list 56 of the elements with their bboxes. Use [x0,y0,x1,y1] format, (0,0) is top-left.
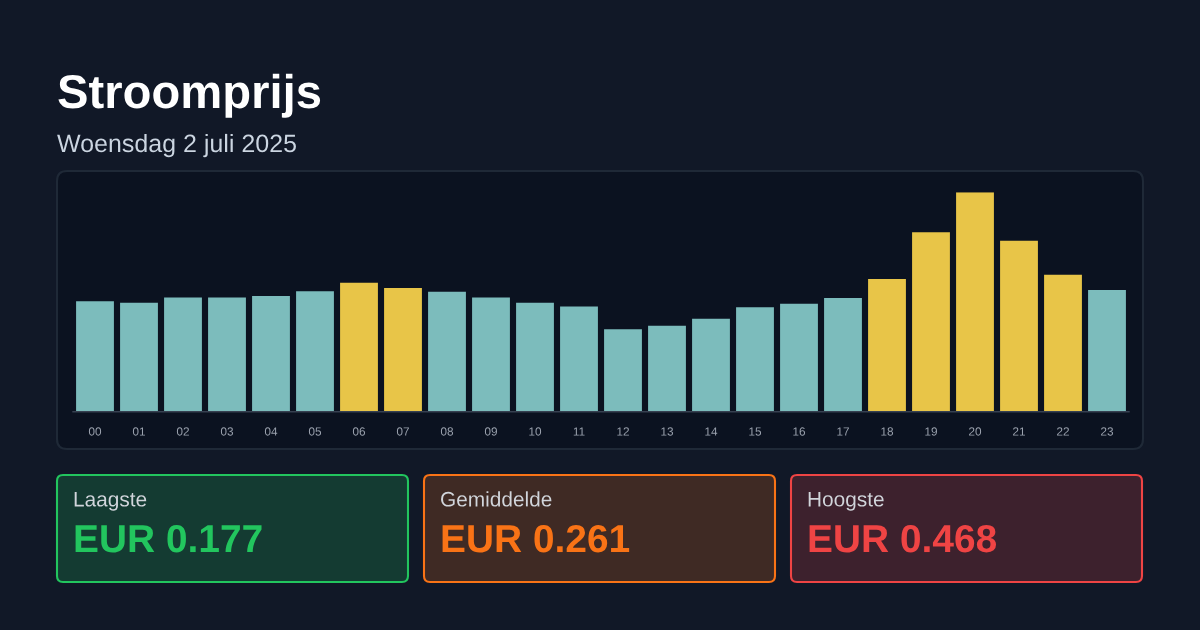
bar [296,291,334,412]
chart-subtitle: Woensdag 2 juli 2025 [57,133,296,158]
bar [384,287,422,412]
text: EUR 0.177 [75,524,262,553]
x-tick-label: 15 [749,427,762,436]
bar [912,232,950,412]
x-tick-label: 11 [573,427,585,436]
x-tick-label: 06 [352,427,366,436]
bar [560,306,598,412]
bar [1000,240,1038,412]
bar [604,329,642,412]
x-tick-label: 21 [1013,427,1025,436]
x-tick-label: 22 [1057,427,1069,436]
text: Gemiddelde [441,491,552,507]
bar [780,303,818,412]
bar [516,302,554,412]
x-tick-label: 12 [617,427,629,436]
x-tick-label: 13 [661,427,674,436]
bar [736,307,774,412]
bar [648,325,686,412]
bar [120,302,158,412]
x-tick-label: 17 [837,427,849,436]
x-tick-label: 16 [793,427,806,436]
x-tick-label: 14 [705,427,718,436]
bar [1088,289,1126,412]
bar [692,318,730,412]
x-tick-label: 10 [529,427,542,436]
bar [164,297,202,412]
text: EUR 0.468 [809,524,997,553]
bar [208,297,246,412]
x-tick-label: 09 [484,427,498,436]
x-tick-label: 00 [88,427,102,436]
bar [868,278,906,412]
x-tick-label: 23 [1101,427,1114,436]
bar [428,291,466,412]
chart-title: Stroomprijs [58,73,321,118]
text: Laagste [74,492,147,511]
x-tick-label: 20 [969,427,982,436]
x-tick-label: 03 [220,427,234,436]
bar [252,296,290,412]
x-tick-label: 01 [132,427,145,436]
bar [76,301,114,412]
bar [1044,274,1082,412]
x-tick-label: 05 [308,427,322,436]
text: Hoogste [808,492,884,511]
x-tick-label: 02 [176,427,189,436]
x-tick-label: 04 [264,427,278,436]
x-tick-label: 18 [881,427,894,436]
bar [824,298,862,412]
bar [340,282,378,412]
x-tick-label: 08 [440,427,454,436]
text: EUR 0.261 [442,524,630,553]
x-tick-label: 19 [925,427,938,436]
bar [472,297,510,412]
bar [956,192,994,412]
x-tick-label: 07 [396,427,409,436]
